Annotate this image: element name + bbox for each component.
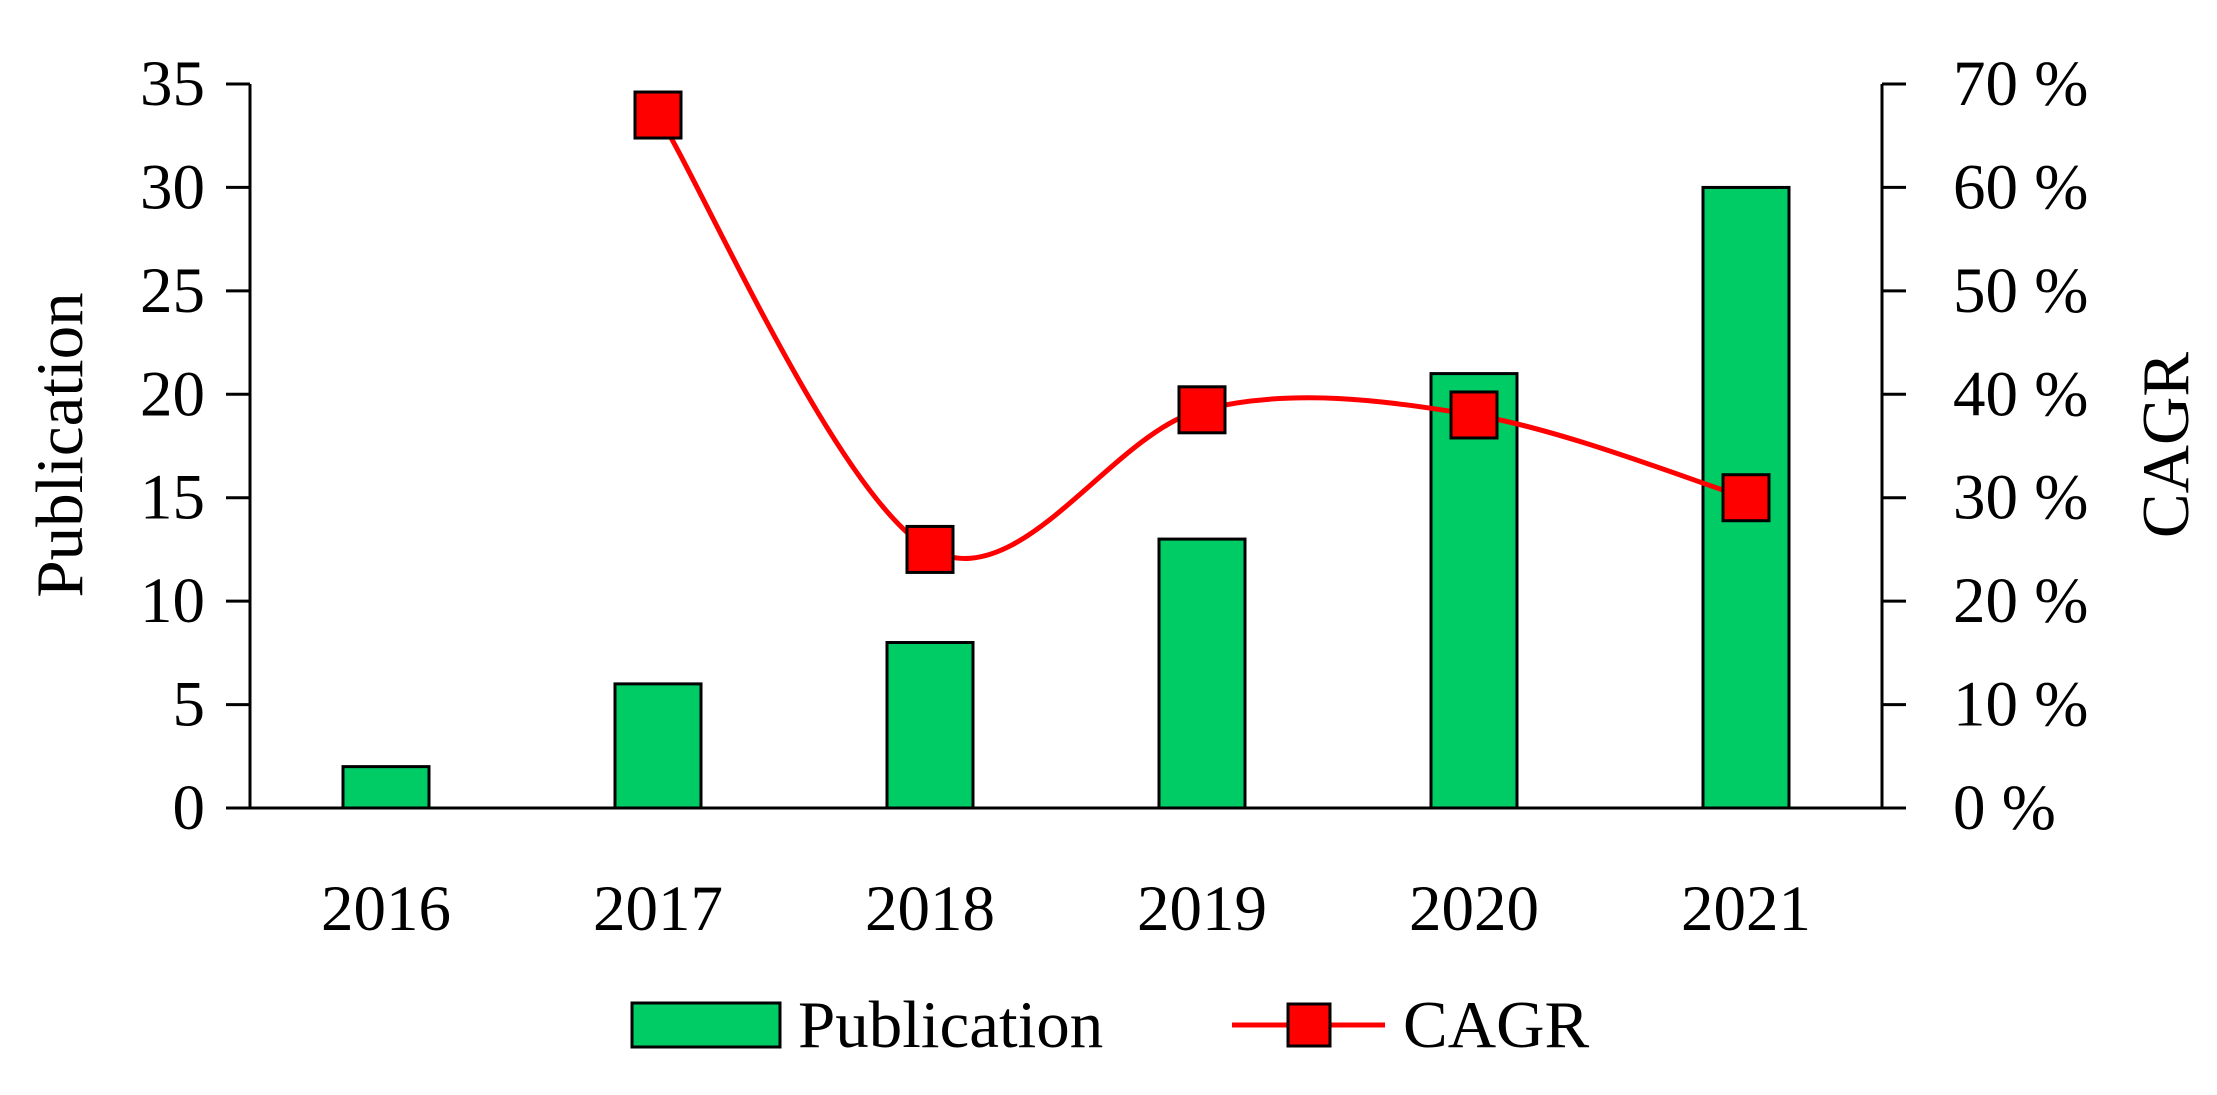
publication-bar [613,682,703,810]
publication-bar [1157,537,1247,810]
x-tick-label: 2018 [865,873,995,945]
x-tick-label: 2021 [1681,873,1811,945]
left-tick-label: 0 [173,772,206,844]
legend-swatch-publication [630,1001,782,1049]
left-tick-label: 35 [140,48,205,120]
x-tick-label: 2019 [1137,873,1267,945]
cagr-marker [1177,385,1227,435]
left-axis-ticks: 0 5 10 15 20 25 30 35 [140,48,250,844]
right-tick-label: 20 % [1953,565,2088,637]
cagr-line [655,113,1747,561]
x-tick-label: 2016 [321,873,451,945]
right-tick-label: 50 % [1953,255,2088,327]
left-tick-label: 25 [140,255,205,327]
legend-label-cagr: CAGR [1403,988,1589,1062]
cagr-marker [905,524,955,574]
x-axis-tick-labels: 2016 2017 2018 2019 2020 2021 [321,873,1811,945]
left-tick-label: 10 [140,565,205,637]
x-tick-label: 2020 [1409,873,1539,945]
left-tick-label: 30 [140,151,205,223]
right-axis-title: CAGR [2129,352,2203,538]
cagr-marker [1721,473,1771,523]
legend-label-publication: Publication [798,988,1103,1062]
publication-bars [341,185,1791,810]
right-tick-label: 0 % [1953,772,2056,844]
publication-bar [885,641,975,810]
right-tick-label: 60 % [1953,151,2088,223]
right-tick-label: 70 % [1953,48,2088,120]
right-axis-ticks: 0 % 10 % 20 % 30 % 40 % 50 % 60 % 70 % [1882,48,2088,844]
left-axis-title: Publication [23,292,97,597]
publication-bar [341,765,431,810]
cagr-marker [1449,390,1499,440]
left-tick-label: 5 [173,669,206,741]
legend: Publication CAGR [630,988,1589,1062]
right-tick-label: 40 % [1953,358,2088,430]
left-tick-label: 20 [140,358,205,430]
cagr-markers [633,90,1771,574]
left-tick-label: 15 [140,462,205,534]
legend-marker-cagr [1286,1002,1332,1048]
x-tick-label: 2017 [593,873,723,945]
cagr-marker [633,90,683,140]
right-tick-label: 10 % [1953,669,2088,741]
right-tick-label: 30 % [1953,462,2088,534]
